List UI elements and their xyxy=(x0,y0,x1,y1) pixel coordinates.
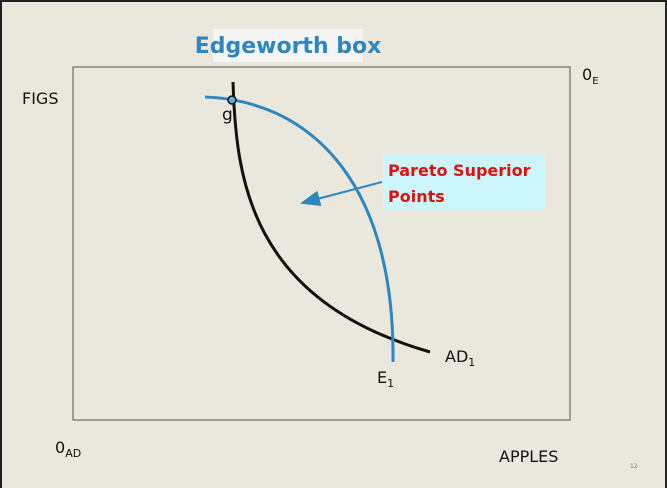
curve-label-e-sub: 1 xyxy=(387,377,394,390)
origin-e: 0E xyxy=(582,65,599,87)
callout-box xyxy=(383,154,545,210)
indifference-curve-ad xyxy=(231,81,431,354)
y-axis-label: FIGS xyxy=(22,89,58,108)
callout-line: Points xyxy=(388,187,445,206)
title: Edgeworth box xyxy=(195,34,382,59)
origin-ad: 0AD xyxy=(55,438,81,460)
origin-ad-sub: AD xyxy=(65,447,81,460)
allocation-point xyxy=(227,95,237,105)
callout-arrow xyxy=(300,181,383,207)
origin-ad-main: 0 xyxy=(55,438,65,457)
title-box xyxy=(213,29,363,62)
curve-label-e-main: E xyxy=(377,368,387,387)
curve-label-ad-main: AD xyxy=(445,347,468,366)
curve-label-ad: AD1 xyxy=(445,347,475,369)
origin-e-main: 0 xyxy=(582,65,592,84)
edgeworth-box xyxy=(72,66,571,421)
curve-label-ad-sub: 1 xyxy=(468,356,475,369)
curve-label-e: E1 xyxy=(377,368,394,390)
indifference-curve-e xyxy=(204,95,395,363)
x-axis-label: APPLES xyxy=(499,447,558,466)
callout-line: Pareto Superior xyxy=(388,161,531,180)
origin-e-sub: E xyxy=(592,76,598,87)
point-label: g xyxy=(222,105,233,125)
slide-number: 12 xyxy=(630,463,638,470)
